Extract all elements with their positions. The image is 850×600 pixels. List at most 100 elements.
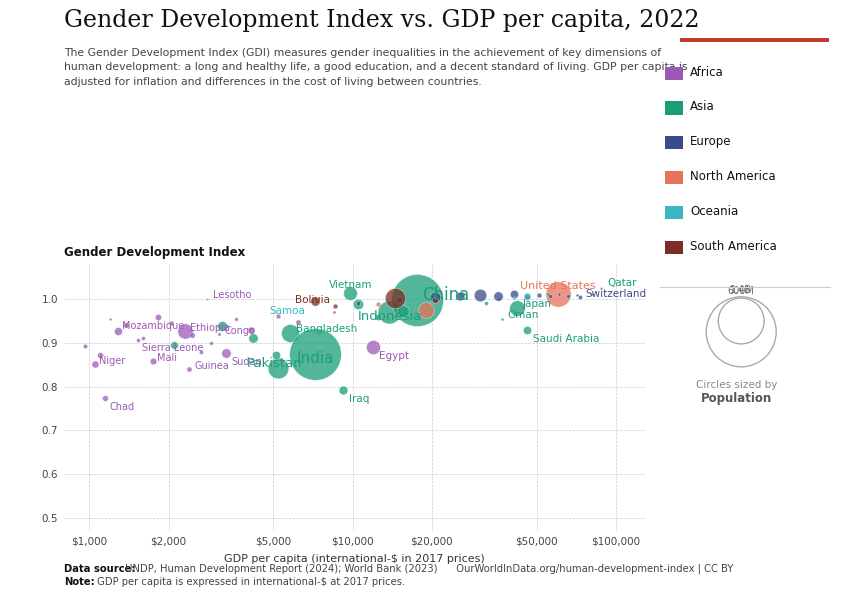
Point [337,385,350,394]
Point [119,320,133,330]
Point [151,312,165,322]
Point [194,347,207,357]
Point [419,305,433,315]
Point [183,364,196,374]
Text: Guinea: Guinea [195,361,230,371]
Point [543,291,557,301]
Point [507,293,521,303]
Text: Japan: Japan [523,299,552,309]
Point [269,350,282,360]
Point [292,317,305,326]
Text: Samoa: Samoa [269,305,305,316]
Point [492,294,506,304]
Point [343,288,357,298]
Point [99,394,112,403]
Point [167,340,181,350]
Text: Europe: Europe [690,135,732,148]
Point [396,301,410,310]
Text: Bangladesh: Bangladesh [296,323,357,334]
Point [178,326,191,335]
Text: Ethiopia: Ethiopia [190,323,230,333]
Text: Population: Population [701,392,773,405]
Point [219,349,233,358]
Text: Lesotho: Lesotho [212,290,251,300]
Point [473,290,487,299]
Text: South America: South America [690,239,777,253]
Point [428,296,441,305]
Text: Saudi Arabia: Saudi Arabia [533,334,599,344]
Point [562,292,575,301]
Text: 600M: 600M [728,286,755,296]
Text: Egypt: Egypt [379,352,409,361]
Point [392,295,405,305]
Point [371,313,385,322]
Point [78,341,92,350]
Point [552,289,566,299]
Point [146,356,160,366]
Point [38,323,52,333]
X-axis label: GDP per capita (international-$ in 2017 prices): GDP per capita (international-$ in 2017 … [224,553,485,563]
Point [455,289,468,299]
Point [271,363,285,373]
Point [520,291,534,301]
Point [562,293,575,302]
Text: North America: North America [690,170,776,183]
Point [541,289,554,299]
Text: Bolivia: Bolivia [295,295,330,305]
Point [136,333,150,343]
Text: Asia: Asia [690,100,715,113]
Text: Oman: Oman [507,310,539,320]
Text: Iraq: Iraq [348,394,369,404]
Text: Vietnam: Vietnam [329,280,372,290]
Text: 1.4B: 1.4B [730,285,752,295]
Point [594,283,608,292]
Point [309,349,322,359]
Text: Circles sized by: Circles sized by [696,380,778,390]
Point [309,296,322,306]
Point [271,311,285,320]
Point [388,293,402,302]
Point [428,292,441,302]
Text: Indonesia: Indonesia [357,310,422,323]
Point [351,299,365,309]
Point [510,304,524,313]
Text: The Gender Development Index (GDI) measures gender inequalities in the achieveme: The Gender Development Index (GDI) measu… [64,48,688,87]
Text: Switzerland: Switzerland [586,289,647,299]
Point [165,318,178,328]
Text: Note:: Note: [64,577,94,587]
Point [551,289,564,299]
Text: Mozambique: Mozambique [122,322,184,331]
Point [201,294,214,304]
Text: Qatar: Qatar [607,278,637,289]
Point [479,298,492,307]
Point [329,301,343,311]
Point [570,290,584,300]
Point [351,299,365,308]
Text: in Data: in Data [730,21,779,34]
Point [507,289,521,299]
Text: Data source:: Data source: [64,564,135,574]
Text: United States: United States [519,281,595,291]
Point [410,296,423,305]
Point [110,326,124,335]
Point [496,314,509,324]
Point [371,299,385,309]
Point [453,291,467,301]
Text: Chad: Chad [110,402,134,412]
Point [104,314,117,323]
Point [246,334,260,343]
Point [520,325,534,334]
Text: Sierra Leone: Sierra Leone [142,343,203,353]
Text: UNDP, Human Development Report (2024); World Bank (2023)      OurWorldInData.org: UNDP, Human Development Report (2024); W… [122,564,733,575]
Text: Niger: Niger [99,356,125,366]
Text: Congo: Congo [224,326,255,336]
Point [284,328,298,338]
Point [88,359,102,368]
Point [366,342,380,352]
Point [94,350,107,360]
Text: Sudan: Sudan [231,356,262,367]
Text: Our World: Our World [721,7,788,20]
Point [185,330,199,340]
Point [131,335,145,345]
Point [382,307,396,317]
